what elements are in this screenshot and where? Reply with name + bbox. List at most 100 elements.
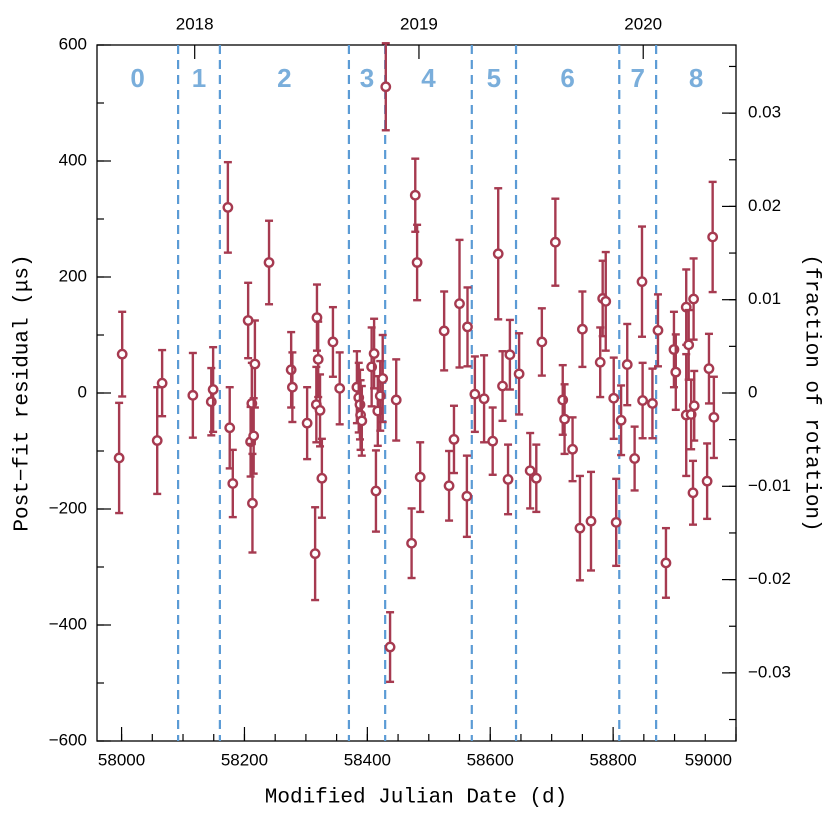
data-point xyxy=(462,321,473,333)
data-point xyxy=(224,422,236,434)
data-point xyxy=(549,236,561,248)
data-point xyxy=(600,295,612,307)
y-axis-label: Post−fit residual (μs) xyxy=(12,254,35,531)
segment-label: 3 xyxy=(360,63,374,93)
top-tick-label: 2019 xyxy=(400,14,438,33)
data-point xyxy=(487,435,499,447)
data-point xyxy=(312,353,324,365)
data-point xyxy=(406,537,417,549)
data-point xyxy=(285,364,297,376)
data-point xyxy=(636,276,648,288)
data-point xyxy=(309,548,321,560)
data-point xyxy=(248,430,260,442)
segment-label: 8 xyxy=(689,63,703,93)
data-point xyxy=(504,349,516,361)
x-tick-label: 58200 xyxy=(221,750,268,769)
data-point xyxy=(478,393,490,405)
y-tick-label: 400 xyxy=(59,150,87,169)
y2-tick-label: −0.02 xyxy=(748,569,791,588)
y-tick-label: −200 xyxy=(49,498,87,517)
data-point xyxy=(207,384,219,395)
data-point xyxy=(559,413,570,425)
data-point xyxy=(701,475,713,487)
data-point xyxy=(377,373,389,384)
y-tick-label: −400 xyxy=(49,614,87,633)
data-point xyxy=(247,497,258,509)
data-point xyxy=(687,487,699,499)
data-point xyxy=(368,348,380,359)
data-point xyxy=(513,368,525,380)
data-point xyxy=(497,380,508,392)
data-point xyxy=(492,248,504,260)
data-point xyxy=(708,411,720,423)
x-tick-label: 58600 xyxy=(467,750,514,769)
data-point xyxy=(116,348,128,360)
y2-tick-label: 0.03 xyxy=(748,103,781,122)
data-point xyxy=(502,474,514,485)
data-point xyxy=(409,189,421,201)
data-point xyxy=(688,400,700,412)
segment-label: 1 xyxy=(192,63,206,93)
data-point xyxy=(530,472,542,484)
data-point xyxy=(567,443,578,455)
data-point xyxy=(222,201,234,213)
data-point xyxy=(629,453,641,464)
data-point xyxy=(524,465,536,477)
x-axis-label: Modified Julian Date (d) xyxy=(265,787,567,810)
segment-label: 0 xyxy=(130,63,144,93)
data-point xyxy=(615,414,627,426)
data-point xyxy=(660,557,672,569)
data-point xyxy=(585,515,597,527)
segment-label: 6 xyxy=(560,63,574,93)
data-point xyxy=(411,257,423,268)
data-point xyxy=(286,381,298,393)
data-point xyxy=(438,325,450,337)
x-tick-label: 58400 xyxy=(344,750,391,769)
data-point xyxy=(637,395,649,406)
y2-tick-label: 0 xyxy=(748,382,757,401)
data-point xyxy=(652,324,664,336)
data-point xyxy=(536,336,548,348)
data-point xyxy=(608,392,620,404)
data-point xyxy=(390,394,402,406)
segment-label: 4 xyxy=(421,63,436,93)
data-point xyxy=(454,298,465,310)
data-point xyxy=(249,358,261,370)
segment-label: 2 xyxy=(277,63,291,93)
data-point xyxy=(610,516,622,528)
y-tick-label: 600 xyxy=(59,34,87,53)
y2-tick-label: −0.03 xyxy=(748,662,791,681)
top-tick-label: 2020 xyxy=(624,14,662,33)
data-point xyxy=(113,452,125,464)
data-point xyxy=(683,339,695,351)
x-tick-label: 59000 xyxy=(685,750,732,769)
y-tick-label: 200 xyxy=(59,266,87,285)
segment-label: 5 xyxy=(487,63,501,93)
top-tick-label: 2018 xyxy=(176,14,214,33)
data-point xyxy=(414,471,426,483)
y-tick-label: −600 xyxy=(49,730,87,749)
data-point xyxy=(227,478,239,489)
data-point xyxy=(576,323,588,335)
data-point xyxy=(621,359,633,370)
x-tick-label: 58000 xyxy=(98,750,145,769)
data-point xyxy=(688,293,700,305)
data-point xyxy=(370,485,382,497)
data-point xyxy=(334,382,346,394)
data-point xyxy=(151,435,163,446)
data-point xyxy=(707,231,719,243)
y2-axis-label: (fraction of rotation) xyxy=(799,254,822,531)
y2-tick-label: 0.02 xyxy=(748,196,781,215)
y2-tick-label: 0.01 xyxy=(748,289,781,308)
data-point xyxy=(703,363,715,375)
data-point xyxy=(316,472,328,484)
data-point xyxy=(443,480,455,492)
data-point xyxy=(314,404,326,416)
data-point xyxy=(461,490,473,502)
y-tick-label: 0 xyxy=(78,382,87,401)
data-point xyxy=(263,257,275,268)
data-point xyxy=(594,356,606,368)
data-point xyxy=(380,81,392,93)
data-point xyxy=(384,641,396,653)
